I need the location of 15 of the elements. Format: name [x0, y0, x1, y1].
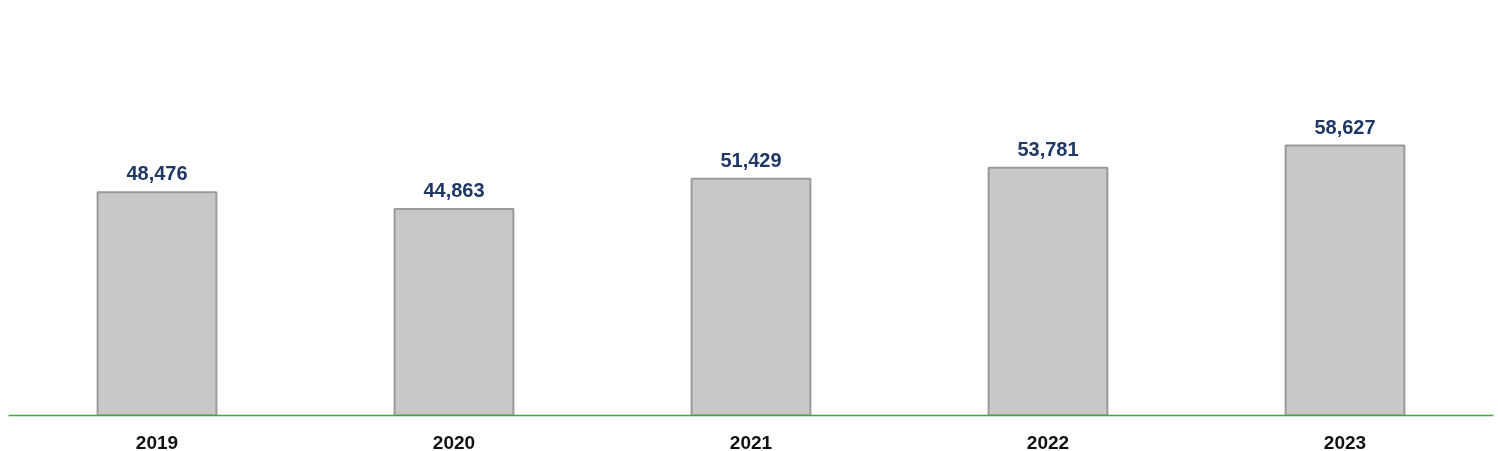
bar	[1284, 144, 1406, 416]
bar	[690, 177, 812, 416]
x-tick-label: 2019	[135, 431, 179, 451]
data-label: 53,781	[1017, 137, 1079, 160]
x-tick-label: 2023	[1323, 431, 1367, 451]
x-tick-label: 2022	[1026, 431, 1070, 451]
data-label: 58,627	[1314, 115, 1376, 138]
x-tick-label: 2021	[729, 431, 773, 451]
bar	[393, 207, 515, 416]
bar	[96, 191, 218, 416]
x-tick-label: 2020	[432, 431, 476, 451]
bar	[987, 166, 1109, 416]
data-label: 51,429	[720, 148, 782, 171]
data-label: 48,476	[126, 162, 188, 185]
data-label: 44,863	[423, 178, 485, 201]
